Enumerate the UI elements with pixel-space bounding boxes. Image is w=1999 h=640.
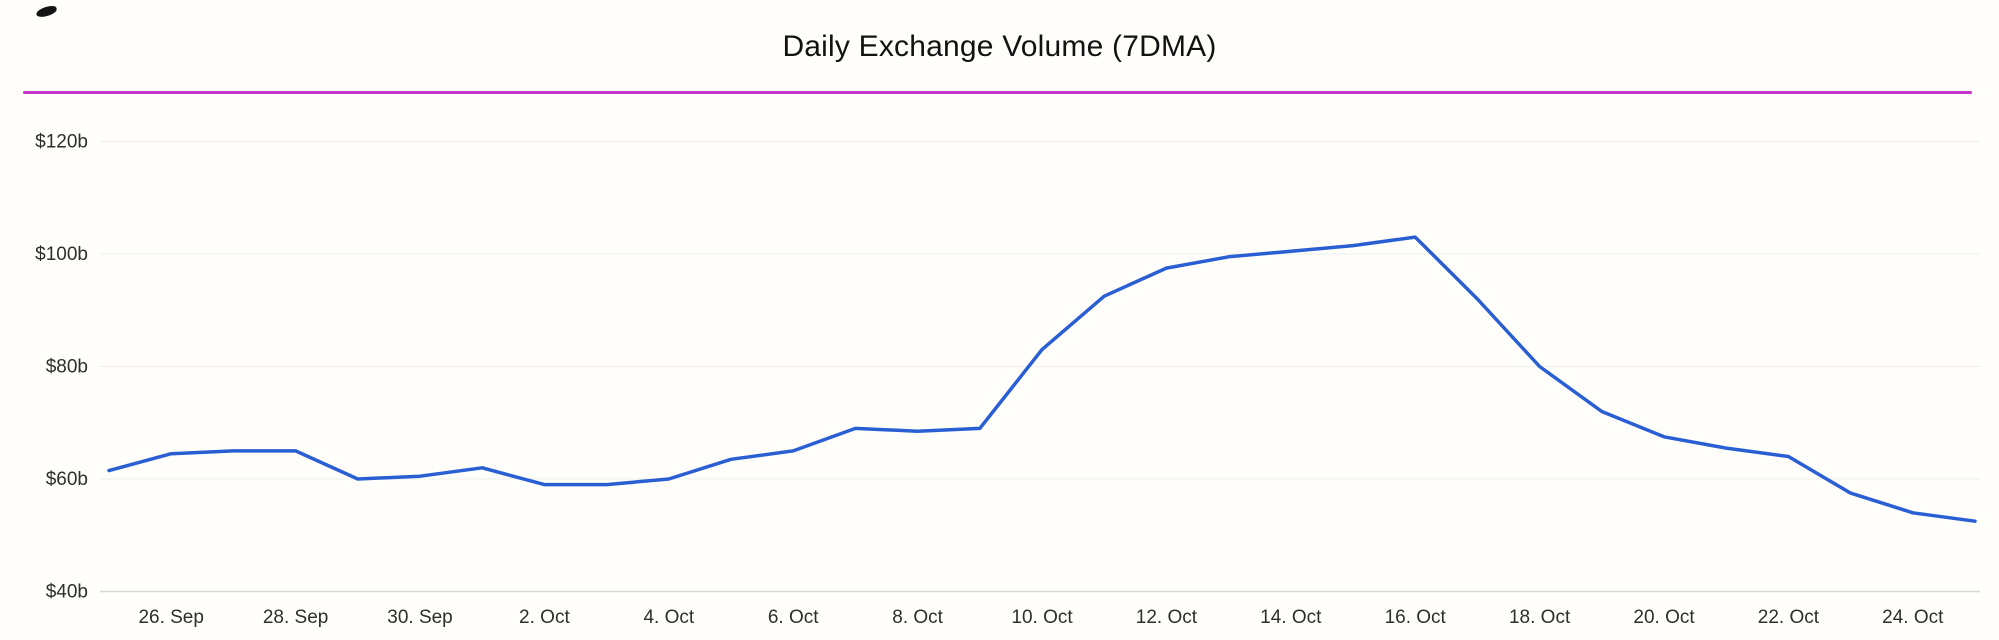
y-axis-label: $100b <box>35 244 88 265</box>
y-axis-label: $40b <box>46 582 88 603</box>
x-axis-label: 10. Oct <box>1011 607 1073 628</box>
volume-line <box>107 235 1977 523</box>
x-axis-label: 22. Oct <box>1758 607 1820 628</box>
x-axis-label: 24. Oct <box>1882 607 1944 628</box>
x-axis-label: 16. Oct <box>1385 607 1447 628</box>
y-axis-label: $120b <box>35 132 88 153</box>
x-axis-label: 2. Oct <box>519 607 570 628</box>
x-axis-label: 12. Oct <box>1136 607 1198 628</box>
x-axis-label: 14. Oct <box>1260 607 1322 628</box>
x-axis-label: 30. Sep <box>387 607 453 628</box>
x-axis-label: 8. Oct <box>892 607 943 628</box>
x-axis-label: 18. Oct <box>1509 607 1571 628</box>
x-axis-label: 20. Oct <box>1633 607 1695 628</box>
x-axis-label: 6. Oct <box>768 607 819 628</box>
chart-title: Daily Exchange Volume (7DMA) <box>782 30 1217 63</box>
y-axis-label: $60b <box>46 469 88 490</box>
magenta-divider <box>23 91 1972 94</box>
x-axis-label: 4. Oct <box>643 607 694 628</box>
x-axis-label: 26. Sep <box>138 607 204 628</box>
x-axis-label: 28. Sep <box>263 607 329 628</box>
y-axis-label: $80b <box>46 357 88 378</box>
